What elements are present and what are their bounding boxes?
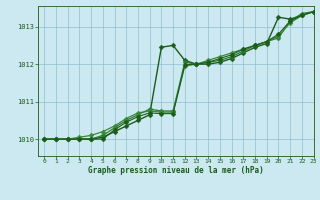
- X-axis label: Graphe pression niveau de la mer (hPa): Graphe pression niveau de la mer (hPa): [88, 166, 264, 175]
